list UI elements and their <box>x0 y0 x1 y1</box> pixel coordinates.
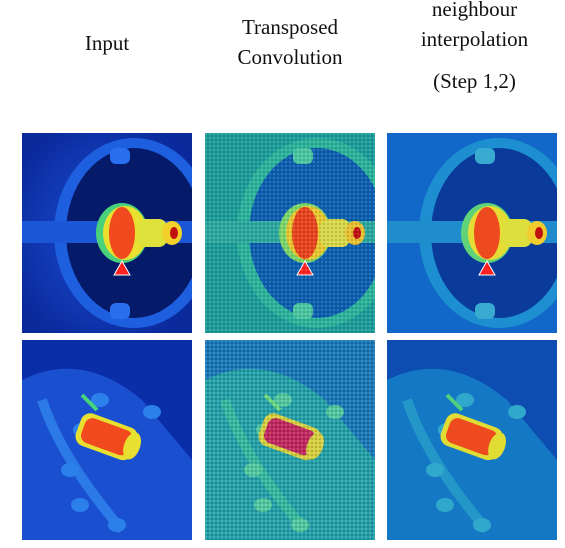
column-label-transposed-convolution: Transposed Convolution <box>205 12 375 72</box>
column-label-ni-line2: interpolation <box>420 27 529 51</box>
thermal-image-row1-neighbour-interpolation <box>387 133 557 333</box>
thermal-image-row1-transposed-convolution <box>205 133 375 333</box>
column-label-tc-line2: Convolution <box>237 45 343 69</box>
column-label-neighbour-interpolation: neighbour interpolation (Step 1,2) <box>387 0 562 96</box>
thermal-image-row2-transposed-convolution <box>205 340 375 540</box>
column-label-ni-step: (Step 1,2) <box>433 69 516 93</box>
thermal-image-row1-input <box>22 133 192 333</box>
column-label-input-text: Input <box>84 31 130 55</box>
thermal-image-row2-input <box>22 340 192 540</box>
column-label-ni-line1: neighbour <box>431 0 518 21</box>
thermal-image-row2-neighbour-interpolation <box>387 340 557 540</box>
column-label-tc-line1: Transposed <box>241 15 339 39</box>
column-label-input: Input <box>22 28 192 58</box>
